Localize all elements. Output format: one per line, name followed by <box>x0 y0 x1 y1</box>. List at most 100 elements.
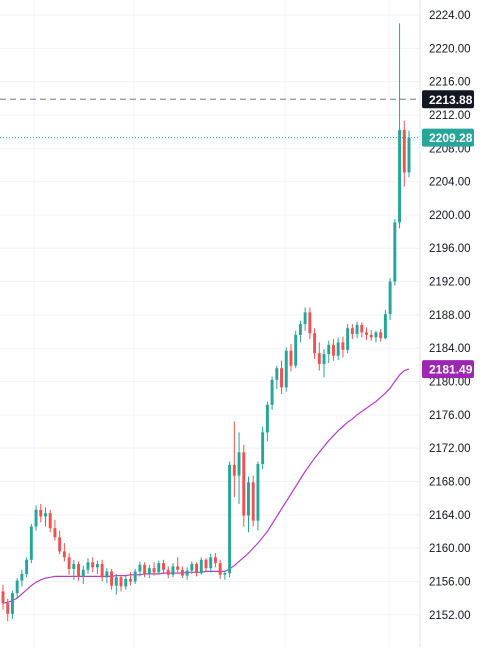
candle-up <box>223 570 227 580</box>
candle-down <box>6 598 10 622</box>
candle-body <box>86 562 90 570</box>
candle-down <box>180 566 184 579</box>
y-tick-label: 2180.00 <box>429 377 471 389</box>
y-tick-label: 2188.00 <box>429 310 471 322</box>
y-tick-label: 2160.00 <box>429 543 471 555</box>
candle-up <box>303 307 307 331</box>
candle-up <box>407 130 411 178</box>
candle-up <box>261 426 265 469</box>
candle-body <box>20 573 24 581</box>
candle-down <box>58 530 62 554</box>
candle-down <box>91 557 95 573</box>
candle-up <box>15 578 19 599</box>
candle-body <box>209 557 213 569</box>
candle-down <box>204 558 208 572</box>
candle-body <box>29 526 33 560</box>
candle-body <box>294 334 298 366</box>
candle-up <box>114 573 118 595</box>
candle-body <box>284 350 288 388</box>
candle-down <box>332 339 335 361</box>
candle-down <box>1 584 5 610</box>
y-tick-label: 2224.00 <box>429 10 471 22</box>
candle-body <box>303 312 307 325</box>
candle-up <box>336 337 340 360</box>
candle-down <box>62 543 66 562</box>
y-tick-label: 2172.00 <box>429 443 471 455</box>
candle-up <box>270 376 274 410</box>
candle-up <box>355 321 359 339</box>
candle-body <box>237 452 241 476</box>
candle-up <box>383 309 387 340</box>
candle-down <box>251 475 255 527</box>
candle-up <box>228 461 232 578</box>
candle-up <box>105 568 109 584</box>
candle-body <box>360 324 364 333</box>
candle-up <box>237 432 241 504</box>
candle-up <box>171 563 175 578</box>
candle-body <box>25 559 29 574</box>
candle-up <box>247 476 250 533</box>
candle-body <box>213 557 217 564</box>
candle-body <box>218 563 222 575</box>
candle-body <box>180 569 184 576</box>
candle-body <box>228 464 232 574</box>
candle-down <box>317 342 321 371</box>
candle-body <box>147 568 151 574</box>
candle-up <box>388 278 392 320</box>
candle-down <box>143 562 147 578</box>
candle-body <box>114 577 118 586</box>
candle-body <box>350 328 354 335</box>
candle-body <box>232 464 236 476</box>
candle-down <box>242 444 246 527</box>
candle-down <box>67 553 71 575</box>
price-axis[interactable]: 2152.00 2156.00 2160.00 2164.00 2168.00 2172.… <box>429 10 471 622</box>
y-tick-label: 2192.00 <box>429 277 471 289</box>
candle-body <box>162 563 165 570</box>
candle-body <box>289 350 293 366</box>
candle-body <box>67 557 71 569</box>
candle-body <box>199 559 203 574</box>
candle-up <box>322 349 326 378</box>
candle-body <box>383 314 387 339</box>
candle-down <box>77 561 80 581</box>
price-lines-layer <box>0 98 420 139</box>
candle-body <box>402 129 406 173</box>
candle-body <box>48 513 52 529</box>
candle-body <box>398 129 402 223</box>
candle-body <box>322 354 326 365</box>
candle-body <box>6 603 10 614</box>
candle-body <box>34 509 38 527</box>
candle-body <box>129 578 132 582</box>
candle-down <box>48 509 52 533</box>
candle-body <box>393 222 397 282</box>
candle-body <box>327 344 331 355</box>
candle-body <box>62 551 66 558</box>
candle-up <box>29 523 33 564</box>
candle-down <box>39 503 43 523</box>
candle-body <box>91 562 95 568</box>
candle-down <box>402 120 406 187</box>
candle-up <box>298 320 302 343</box>
candle-down <box>289 344 293 372</box>
candle-body <box>251 482 255 521</box>
candle-body <box>152 568 156 573</box>
candle-up <box>256 461 260 531</box>
candle-up <box>20 569 24 587</box>
crosshair-price-label-text: 2213.88 <box>429 93 473 107</box>
candle-up <box>138 561 142 577</box>
candle-up <box>72 559 76 580</box>
candle-body <box>298 324 302 335</box>
candle-up <box>34 505 38 531</box>
y-tick-label: 2156.00 <box>429 576 471 588</box>
candle-body <box>124 578 128 587</box>
candle-up <box>265 401 269 442</box>
candle-body <box>190 563 194 571</box>
candle-down <box>365 327 368 340</box>
candle-body <box>275 368 279 380</box>
grid <box>0 0 420 647</box>
candle-up <box>327 340 331 364</box>
candle-up <box>190 561 194 574</box>
candle-body <box>1 591 5 604</box>
